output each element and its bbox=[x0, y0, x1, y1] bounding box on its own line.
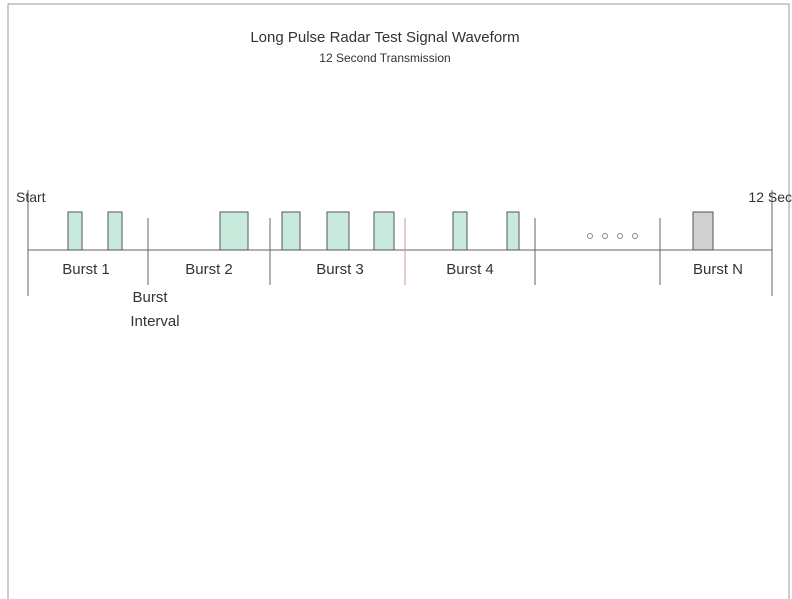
title: Long Pulse Radar Test Signal Waveform bbox=[250, 29, 519, 46]
interval-label: Burst bbox=[132, 289, 168, 306]
frame bbox=[7, 3, 790, 599]
start-label: Start bbox=[16, 189, 46, 205]
end-label: 12 Sec bbox=[748, 189, 792, 205]
ellipsis bbox=[587, 233, 638, 239]
burst-label: Burst N bbox=[693, 261, 743, 278]
burst-label: Burst 4 bbox=[446, 261, 494, 278]
interval-label: Interval bbox=[130, 313, 179, 330]
burst-label: Burst 3 bbox=[316, 261, 364, 278]
burst-label: Burst 2 bbox=[185, 261, 233, 278]
subtitle: 12 Second Transmission bbox=[319, 51, 450, 65]
timeline bbox=[27, 190, 773, 296]
pulses bbox=[67, 211, 714, 251]
burst-label: Burst 1 bbox=[62, 261, 110, 278]
